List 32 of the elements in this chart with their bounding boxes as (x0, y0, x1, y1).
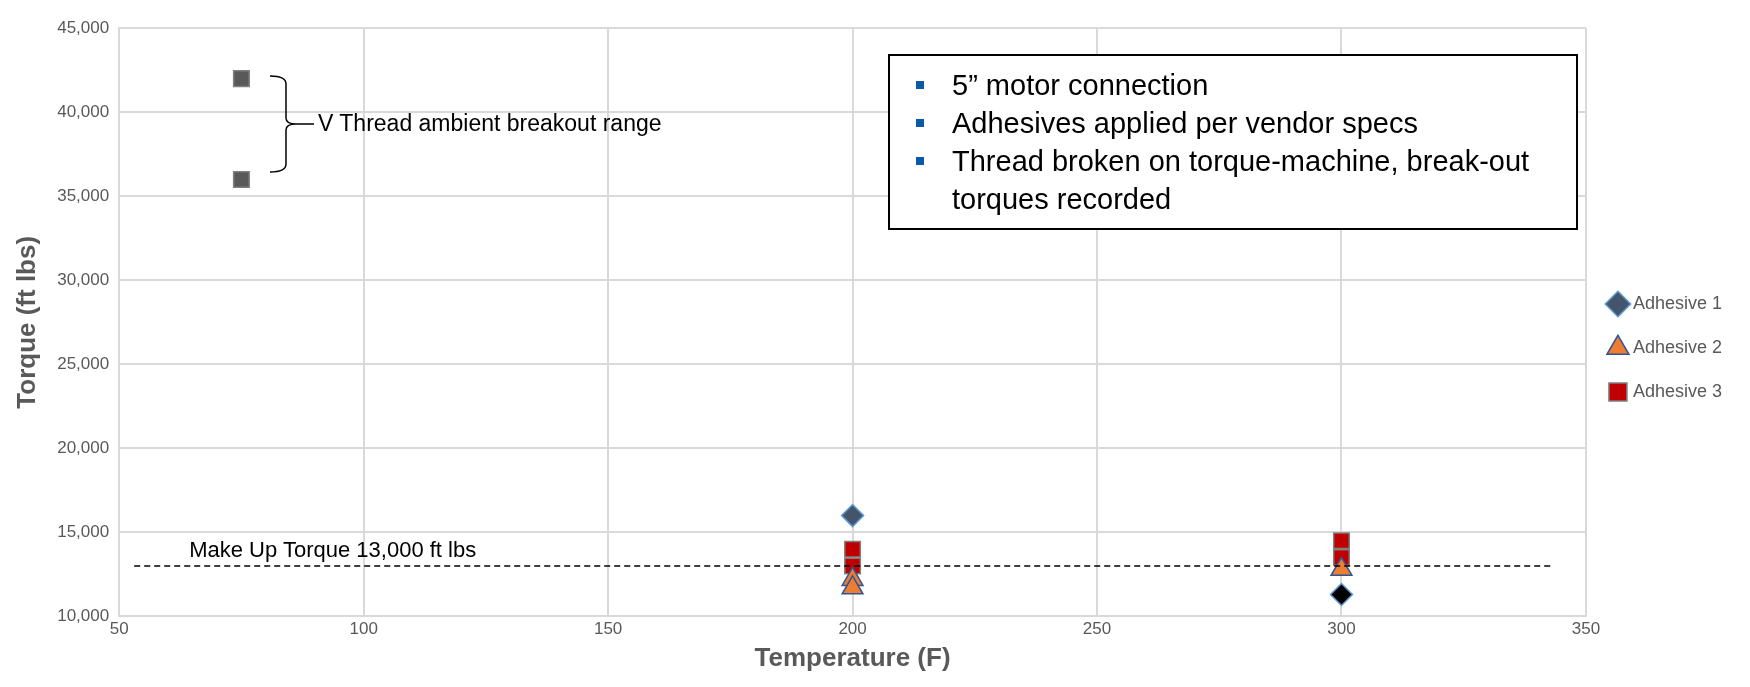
legend-label: Adhesive 1 (1632, 292, 1722, 313)
point (1332, 532, 1351, 550)
point (840, 503, 865, 528)
y-tick-label: 30,000 (57, 269, 110, 289)
point (1329, 582, 1354, 607)
x-tick-label: 300 (1327, 619, 1356, 639)
annotation: V Thread ambient breakout range (318, 110, 662, 137)
legend-label: Adhesive 3 (1632, 380, 1722, 401)
annotation: Adhesives applied per vendor specs (952, 106, 1418, 141)
x-tick-label: 100 (349, 619, 378, 639)
annotation: 5” motor connection (952, 68, 1209, 103)
y-tick-label: 15,000 (57, 522, 110, 542)
point (232, 70, 250, 88)
x-tick-label: 200 (838, 619, 867, 639)
point (844, 540, 862, 558)
point (232, 170, 250, 188)
x-tick-label: 350 (1571, 619, 1601, 639)
x-axis-title: Temperature (F) (754, 641, 951, 672)
y-tick-label: 40,000 (57, 101, 110, 121)
x-tick-label: 50 (109, 619, 129, 639)
y-tick-label: 20,000 (57, 438, 110, 458)
y-tick-label: 10,000 (57, 606, 110, 626)
x-tick-label: 250 (1082, 619, 1112, 639)
text-box: 5” motor connection Adhesives applied per vendor specs Thread broken on torque-machine, break-out torques recorded (888, 54, 1578, 230)
y-tick-label: 45,000 (57, 17, 110, 37)
y-tick-label: 25,000 (57, 354, 110, 373)
legend-label: Adhesive 2 (1632, 336, 1722, 357)
y-tick-label: 35,000 (57, 185, 110, 205)
x-tick-label: 150 (593, 619, 623, 639)
y-axis-title: Torque (ft lbs) (10, 235, 41, 409)
annotation: Thread broken on torque-machine, break-out torques recorded (952, 144, 1531, 217)
ref-line-label: Make Up Torque 13,000 ft lbs (189, 537, 477, 563)
